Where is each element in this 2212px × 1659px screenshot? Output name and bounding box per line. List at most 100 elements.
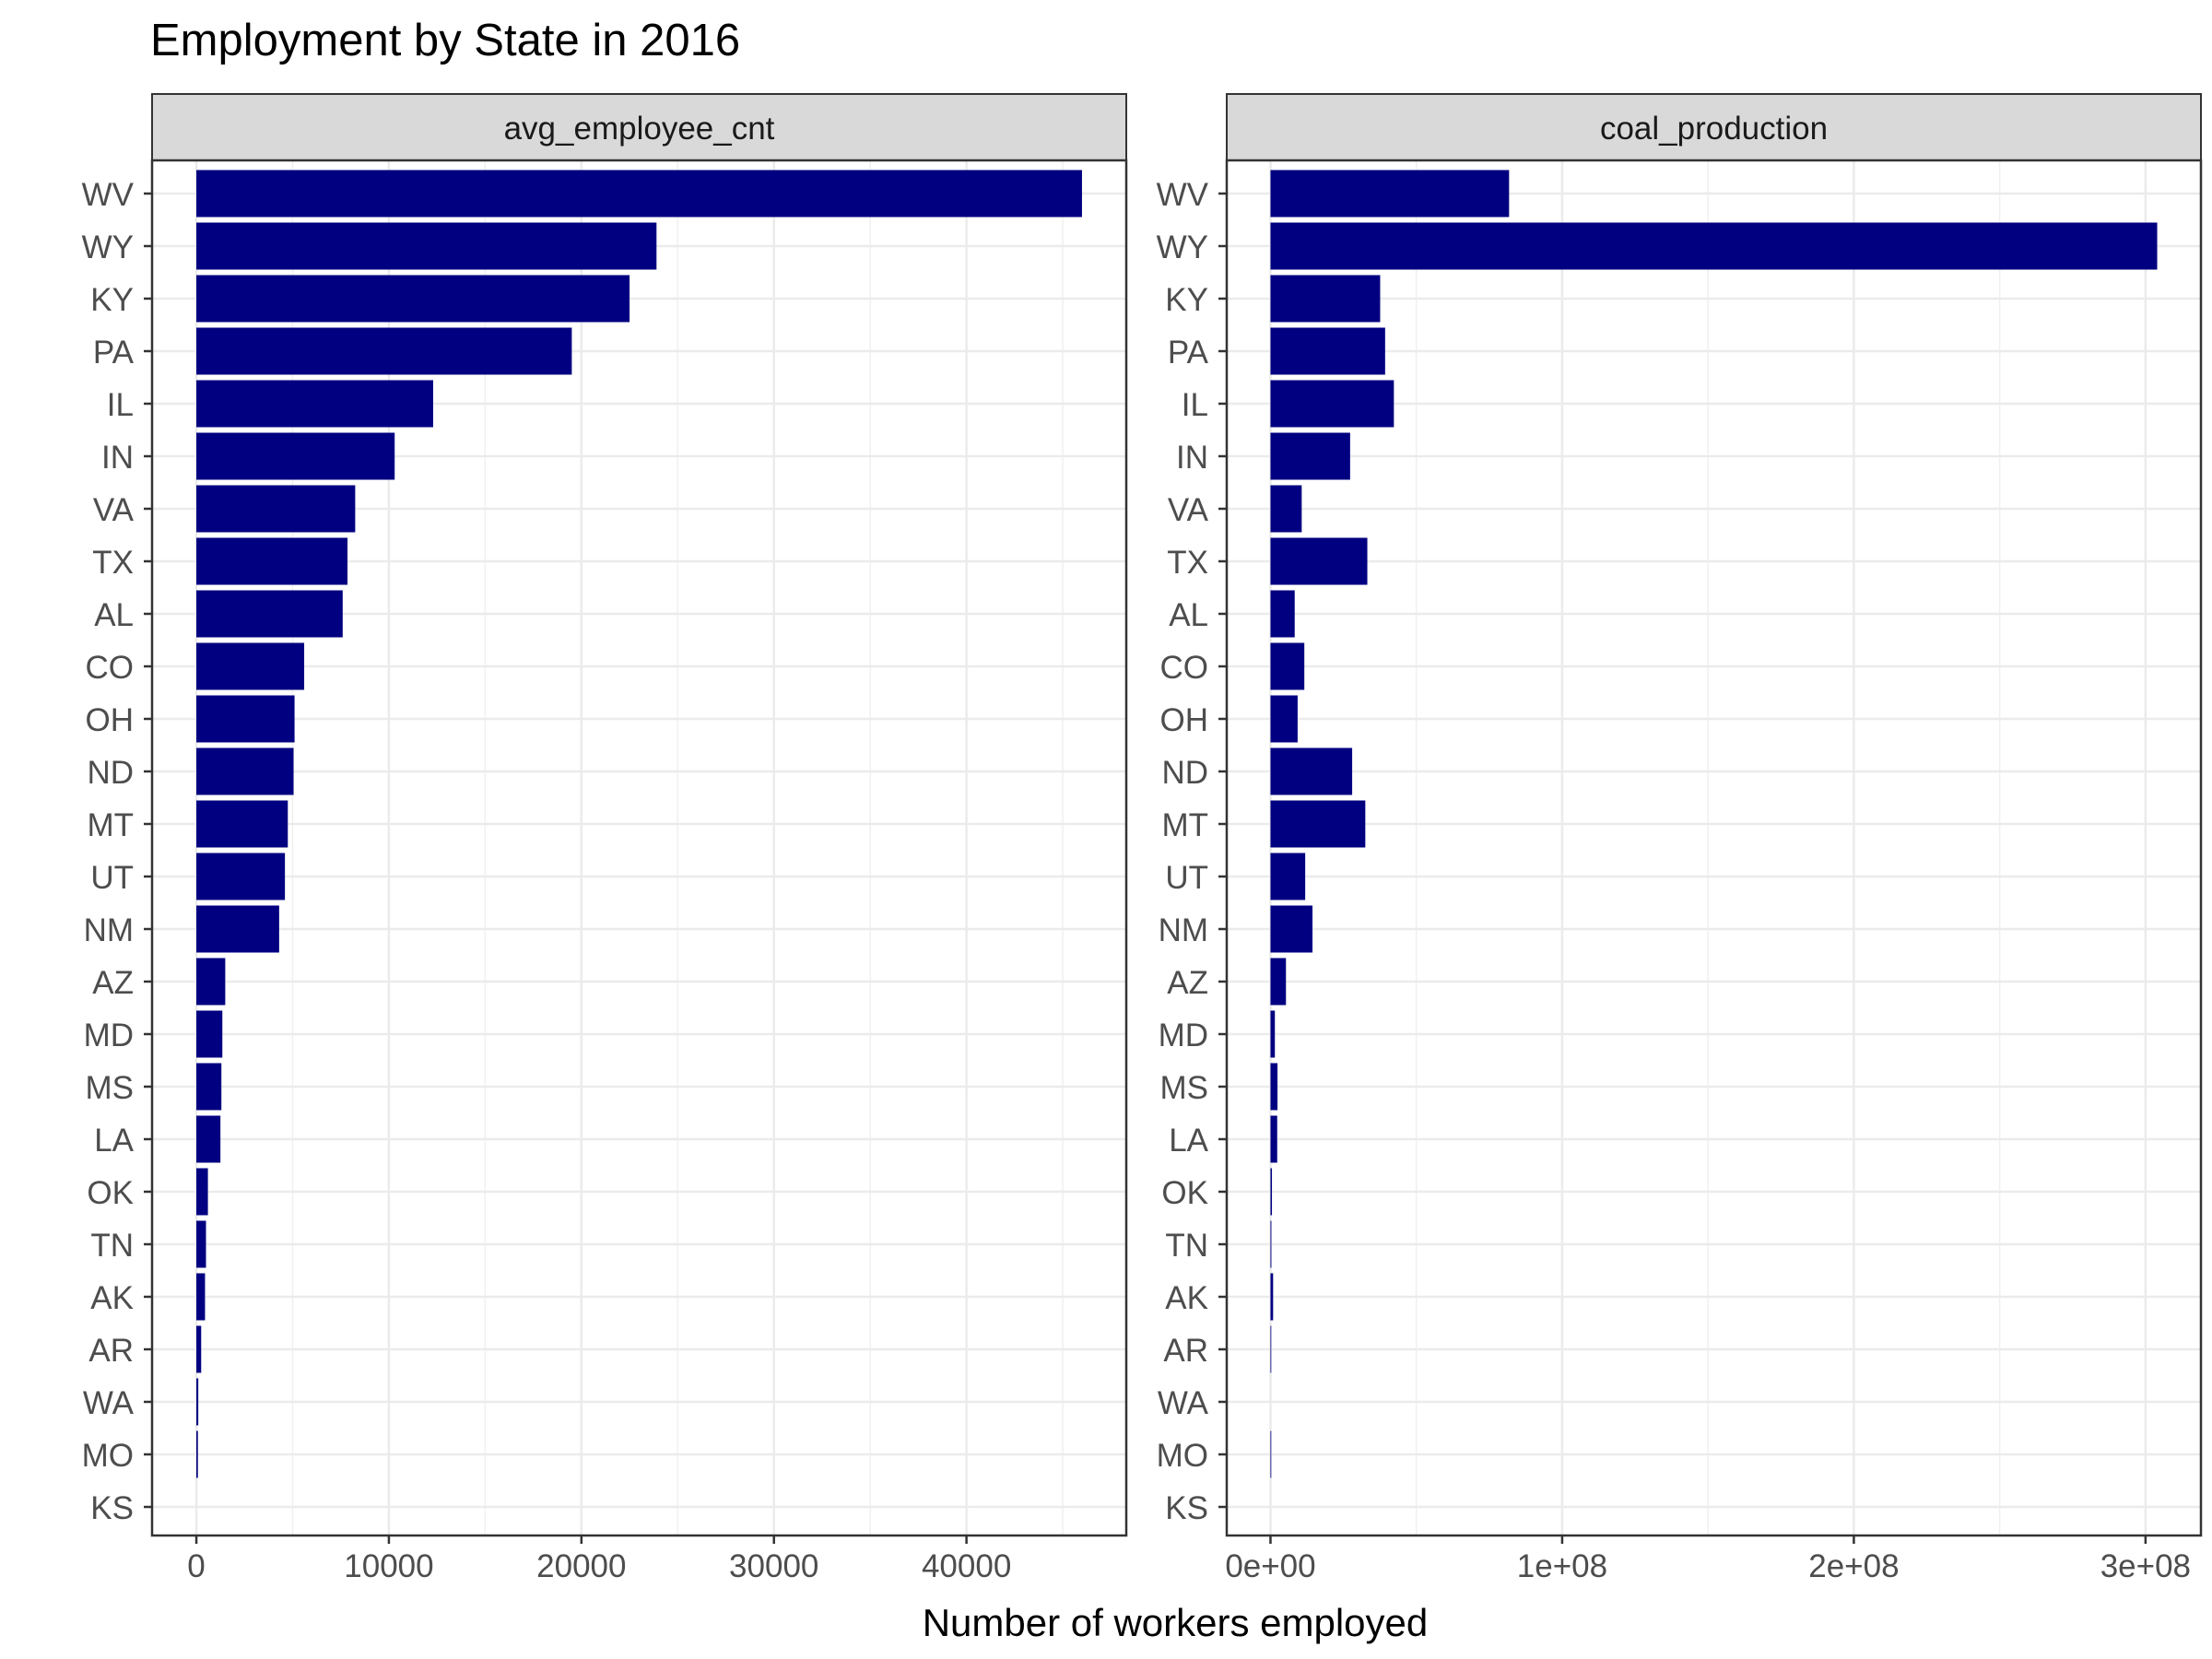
x-tick-label: 3e+08 (2100, 1548, 2191, 1584)
bar-UT (1270, 853, 1306, 900)
x-tick-label: 40000 (922, 1548, 1011, 1584)
bar-MO (1270, 1430, 1272, 1478)
y-tick-label-MD: MD (84, 1018, 134, 1053)
bar-ND (196, 747, 294, 795)
bar-CO (1270, 642, 1305, 690)
x-tick-label: 30000 (729, 1548, 818, 1584)
y-tick-label-TN: TN (1165, 1228, 1208, 1264)
bar-VA (196, 485, 356, 533)
bar-LA (1270, 1115, 1277, 1163)
y-tick-label-AK: AK (90, 1280, 134, 1316)
y-tick-label-UT: UT (1165, 860, 1208, 896)
panel-strip-coal_production (1226, 93, 2202, 161)
x-axis-label: Number of workers employed (923, 1601, 1429, 1644)
bar-OK (196, 1168, 208, 1216)
y-tick-label-ND: ND (87, 755, 134, 791)
panel-avg_employee_cnt: avg_employee_cnt WV WY KY PA IL IN VA TX AL CO OH ND… (82, 93, 1128, 1584)
y-tick-label-KY: KY (1165, 282, 1208, 318)
bar-AL (1270, 590, 1295, 638)
x-tick-label: 2e+08 (1808, 1548, 1899, 1584)
y-tick-label-TX: TX (1167, 545, 1208, 581)
y-tick-label-OK: OK (1161, 1175, 1208, 1211)
y-tick-label-VA: VA (1168, 492, 1209, 528)
y-tick-label-MD: MD (1159, 1018, 1208, 1053)
x-tick-label: 1e+08 (1517, 1548, 1607, 1584)
bar-AZ (196, 958, 226, 1006)
y-tick-label-UT: UT (90, 860, 134, 896)
y-tick-label-IN: IN (101, 440, 134, 476)
y-tick-label-NM: NM (1159, 912, 1208, 948)
y-tick-label-TN: TN (90, 1228, 134, 1264)
y-tick-label-AK: AK (1165, 1280, 1208, 1316)
x-tick-label: 20000 (536, 1548, 626, 1584)
panel-strip-avg_employee_cnt (151, 93, 1127, 161)
y-tick-label-CO: CO (1160, 650, 1209, 686)
bar-MO (196, 1430, 198, 1478)
y-tick-label-PA: PA (1168, 335, 1209, 371)
bar-NM (1270, 905, 1313, 953)
bar-IN (196, 432, 395, 480)
y-tick-label-VA: VA (93, 492, 135, 528)
bar-MS (1270, 1063, 1278, 1111)
panel-border (1225, 159, 2203, 1537)
y-tick-label-WA: WA (83, 1385, 135, 1421)
bar-IN (1270, 432, 1350, 480)
bar-KY (196, 275, 630, 323)
bar-TN (196, 1220, 206, 1268)
bar-MD (1270, 1010, 1276, 1058)
bar-CO (196, 642, 305, 690)
bar-LA (196, 1115, 221, 1163)
bar-TX (1270, 537, 1368, 585)
bar-WY (196, 222, 657, 270)
y-tick-label-MT: MT (87, 807, 134, 843)
bar-ND (1270, 747, 1353, 795)
bar-PA (196, 327, 572, 375)
y-tick-label-CO: CO (86, 650, 135, 686)
bar-MS (196, 1063, 222, 1111)
panel-border (150, 159, 1128, 1537)
y-tick-label-MO: MO (1157, 1438, 1208, 1474)
y-tick-label-AR: AR (88, 1333, 134, 1369)
y-tick-label-OK: OK (87, 1175, 134, 1211)
y-tick-label-AL: AL (94, 597, 134, 633)
y-tick-label-NM: NM (84, 912, 134, 948)
bar-OH (1270, 695, 1298, 743)
y-tick-label-WY: WY (1157, 229, 1208, 265)
bar-WV (196, 170, 1082, 218)
y-tick-label-WV: WV (1157, 177, 1209, 213)
bar-VA (1270, 485, 1302, 533)
y-tick-label-MT: MT (1161, 807, 1208, 843)
chart-title: Employment by State in 2016 (150, 16, 740, 65)
bar-WV (1270, 170, 1510, 218)
bar-KY (1270, 275, 1381, 323)
y-tick-label-IN: IN (1176, 440, 1208, 476)
bar-NM (196, 905, 279, 953)
bar-TN (1270, 1220, 1272, 1268)
y-tick-label-IL: IL (1182, 387, 1208, 423)
y-tick-label-MO: MO (82, 1438, 134, 1474)
y-tick-label-MS: MS (86, 1070, 135, 1106)
panel-strip-label: avg_employee_cnt (504, 111, 775, 147)
bar-WY (1270, 222, 2158, 270)
bar-IL (196, 380, 433, 428)
bar-MT (196, 800, 288, 848)
bar-OK (1270, 1168, 1273, 1216)
y-tick-label-KS: KS (1165, 1490, 1208, 1526)
y-tick-label-AZ: AZ (1167, 965, 1208, 1001)
y-tick-label-KY: KY (90, 282, 134, 318)
y-tick-label-WY: WY (82, 229, 134, 265)
y-tick-label-AR: AR (1163, 1333, 1208, 1369)
bar-AR (196, 1325, 202, 1373)
bar-AL (196, 590, 343, 638)
bar-OH (196, 695, 295, 743)
y-tick-label-OH: OH (86, 702, 135, 738)
y-tick-label-OH: OH (1160, 702, 1209, 738)
facet-panels: avg_employee_cnt WV WY KY PA IL IN VA TX AL CO OH ND… (82, 93, 2203, 1584)
panel-coal_production: coal_production WV WY KY PA IL IN VA TX AL CO OH ND M… (1157, 93, 2203, 1584)
bar-IL (1270, 380, 1394, 428)
y-tick-label-MS: MS (1160, 1070, 1209, 1106)
y-tick-label-LA: LA (94, 1123, 134, 1159)
bar-AK (1270, 1273, 1274, 1321)
x-tick-label: 10000 (344, 1548, 433, 1584)
